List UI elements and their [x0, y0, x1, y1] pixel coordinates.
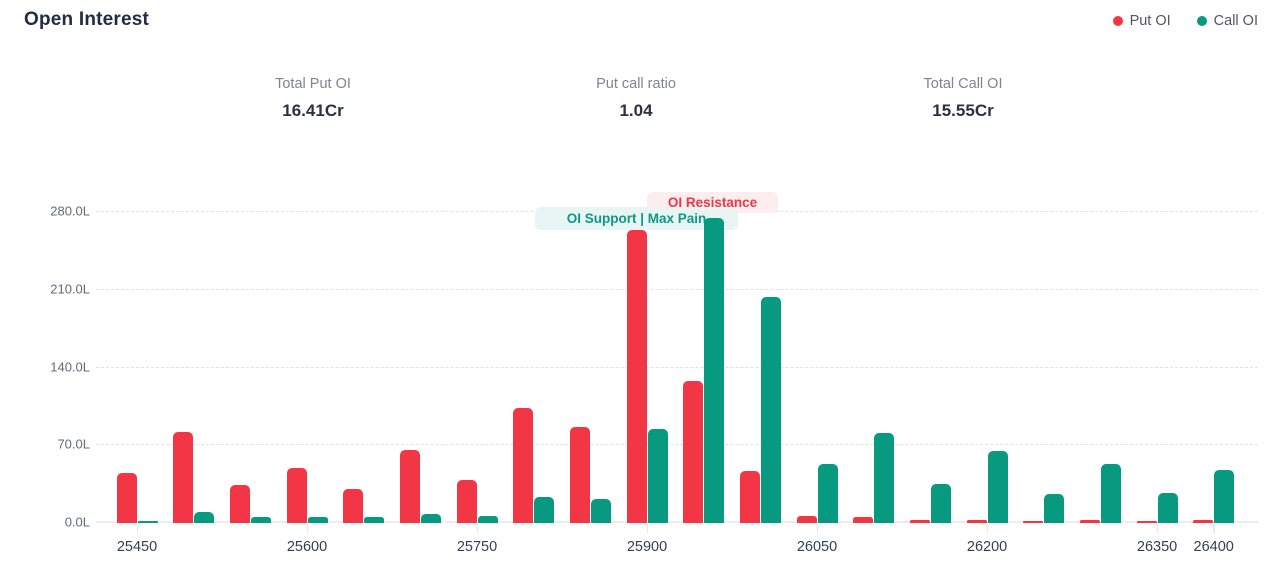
put-oi-bar-25750[interactable]	[456, 479, 477, 523]
x-axis-tick	[1156, 523, 1159, 533]
x-axis-tick	[306, 523, 308, 533]
put-oi-bar-26150[interactable]	[909, 519, 930, 523]
x-axis-tick-label: 26200	[966, 539, 1008, 555]
gridline-140.0L	[96, 366, 1258, 368]
oi-support-max-pain-badge: OI Support | Max Pain	[535, 207, 738, 230]
call-oi-bar-26150[interactable]	[930, 484, 951, 523]
legend-put-label: Put OI	[1129, 13, 1171, 29]
stat-total-call-oi: Total Call OI 15.55Cr	[924, 76, 1003, 121]
put-oi-bar-25600[interactable]	[286, 467, 307, 523]
x-axis-tick	[986, 523, 989, 533]
legend-call-label: Call OI	[1213, 13, 1258, 29]
x-axis-tick-label: 25600	[286, 539, 328, 555]
call-oi-bar-26050[interactable]	[817, 464, 838, 523]
y-axis-tick-label: 140.0L	[50, 359, 90, 375]
call-oi-bar-25800[interactable]	[534, 497, 555, 523]
call-oi-bar-26350[interactable]	[1157, 493, 1178, 523]
stat-put-call-ratio-label: Put call ratio	[596, 76, 676, 92]
call-oi-bar-26250[interactable]	[1044, 494, 1065, 523]
legend-item-put-oi[interactable]: Put OI	[1112, 13, 1171, 29]
call-oi-bar-26100[interactable]	[874, 433, 895, 523]
call-oi-bar-26400[interactable]	[1214, 469, 1235, 523]
put-oi-dot-icon	[1112, 16, 1123, 26]
stat-total-put-oi-label: Total Put OI	[275, 76, 351, 92]
put-oi-bar-26400[interactable]	[1193, 519, 1214, 523]
call-oi-bar-25700[interactable]	[420, 514, 441, 523]
y-axis-tick-label: 210.0L	[50, 281, 90, 297]
stat-put-call-ratio-value: 1.04	[619, 101, 653, 120]
x-axis-tick-label: 26400	[1193, 539, 1234, 555]
x-axis-tick	[476, 523, 479, 533]
page-title: Open Interest	[24, 9, 150, 30]
y-axis-tick-label: 0.0L	[64, 514, 90, 530]
call-oi-bar-26200[interactable]	[987, 450, 1008, 523]
x-axis-tick	[646, 523, 649, 533]
put-oi-bar-25950[interactable]	[683, 381, 704, 523]
put-oi-bar-26250[interactable]	[1023, 520, 1044, 523]
put-oi-bar-26050[interactable]	[796, 516, 817, 523]
call-oi-bar-25550[interactable]	[250, 516, 271, 523]
call-oi-bar-26300[interactable]	[1100, 464, 1121, 523]
put-oi-bar-26100[interactable]	[853, 517, 874, 523]
call-oi-bar-25600[interactable]	[307, 517, 328, 523]
call-oi-bar-25750[interactable]	[477, 516, 498, 523]
call-oi-bar-25500[interactable]	[194, 511, 215, 523]
x-axis-tick-label: 25450	[116, 539, 158, 555]
put-oi-bar-25700[interactable]	[399, 449, 420, 523]
x-axis-tick-label: 26350	[1136, 539, 1178, 555]
call-oi-bar-25900[interactable]	[647, 428, 668, 523]
call-oi-bar-25850[interactable]	[590, 498, 611, 523]
put-oi-bar-26200[interactable]	[966, 519, 987, 523]
call-oi-dot-icon	[1196, 16, 1207, 26]
stat-put-call-ratio: Put call ratio 1.04	[596, 76, 676, 121]
put-oi-bar-25550[interactable]	[229, 485, 250, 523]
put-oi-bar-26000[interactable]	[739, 470, 760, 523]
x-axis-tick	[136, 523, 138, 533]
gridline-210.0L	[96, 289, 1258, 291]
y-axis-tick-label: 280.0L	[50, 203, 90, 219]
gridline-70.0L	[96, 444, 1258, 446]
x-axis-tick-label: 26050	[796, 539, 838, 555]
put-oi-bar-25500[interactable]	[173, 432, 194, 523]
put-oi-bar-25800[interactable]	[513, 407, 534, 523]
call-oi-bar-25950[interactable]	[704, 218, 725, 523]
put-oi-bar-26300[interactable]	[1079, 519, 1100, 523]
legend-item-call-oi[interactable]: Call OI	[1196, 13, 1258, 29]
put-oi-bar-25650[interactable]	[343, 488, 364, 523]
x-axis-tick-label: 25900	[626, 539, 668, 555]
gridline-0.0L	[96, 521, 1258, 523]
put-oi-bar-25850[interactable]	[569, 426, 590, 523]
stat-total-put-oi: Total Put OI 16.41Cr	[275, 76, 351, 121]
call-oi-bar-26000[interactable]	[760, 296, 781, 523]
stat-total-call-oi-value: 15.55Cr	[932, 101, 994, 120]
put-oi-bar-25450[interactable]	[116, 473, 137, 523]
stat-total-call-oi-label: Total Call OI	[923, 76, 1003, 92]
x-axis-tick	[1213, 523, 1215, 533]
call-oi-bar-25650[interactable]	[364, 517, 385, 523]
stat-total-put-oi-value: 16.41Cr	[282, 101, 344, 120]
y-axis-tick-label: 70.0L	[57, 436, 90, 452]
put-oi-bar-26350[interactable]	[1136, 520, 1157, 523]
put-oi-bar-25900[interactable]	[626, 230, 647, 523]
x-axis-tick	[816, 523, 819, 533]
legend: Put OI Call OI	[1112, 13, 1258, 29]
x-axis-tick-label: 25750	[456, 539, 498, 555]
call-oi-bar-25450[interactable]	[137, 520, 158, 523]
